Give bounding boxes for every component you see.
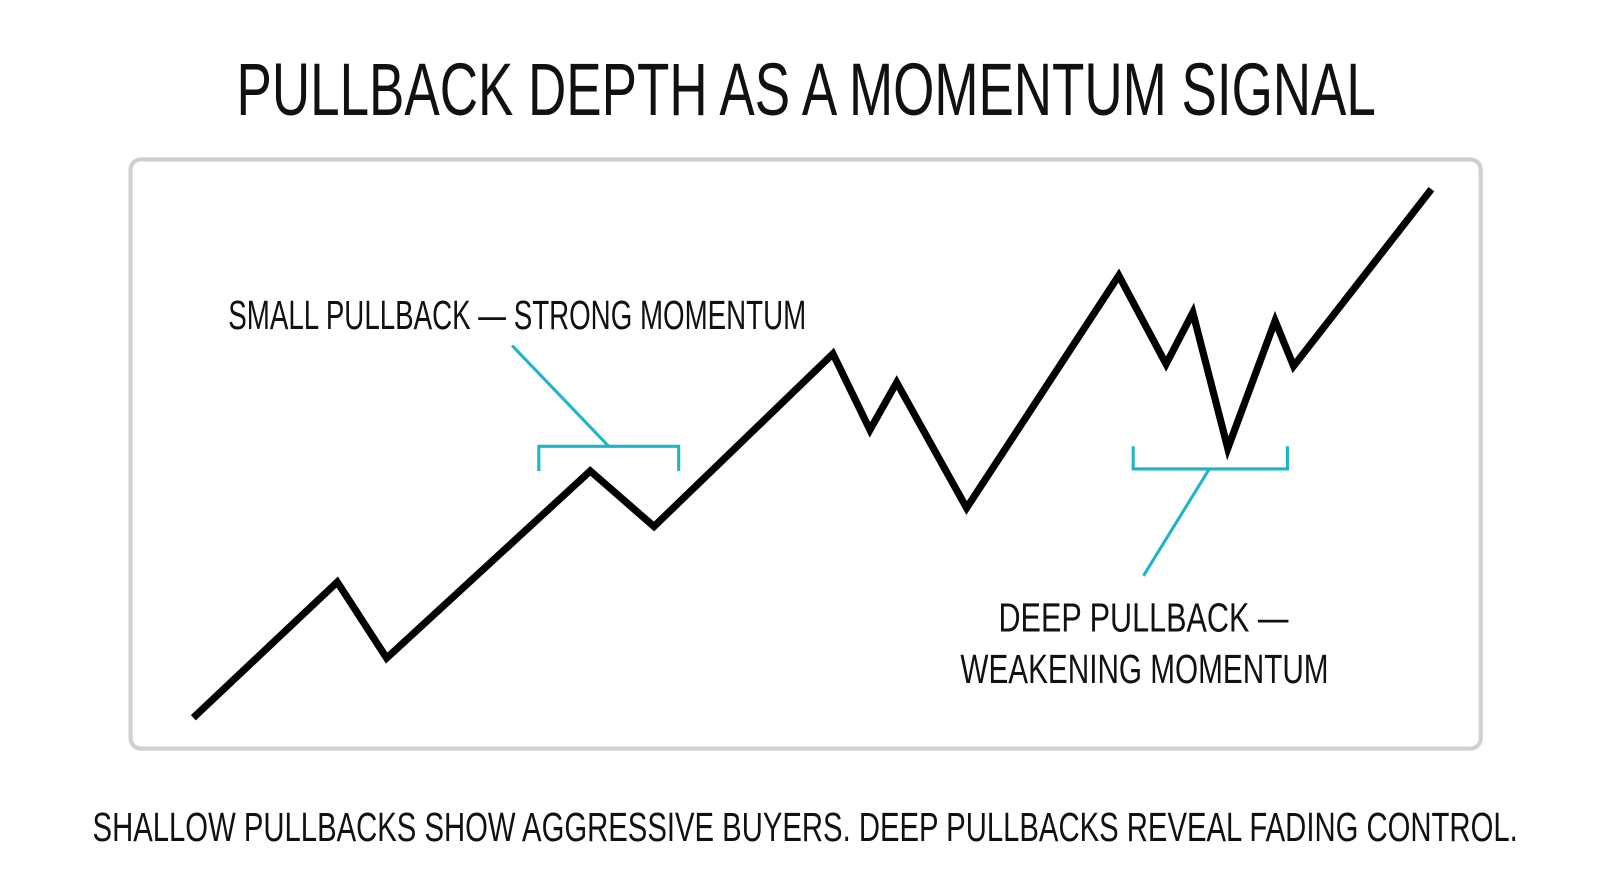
price-path [190,186,1435,721]
caption: SHALLOW PULLBACKS SHOW AGGRESSIVE BUYERS… [93,804,1518,850]
small-callout [510,344,681,471]
deep-callout [1131,446,1289,577]
annotation: WEAKENING MOMENTUM [960,646,1328,692]
title: PULLBACK DEPTH AS A MOMENTUM SIGNAL [237,48,1376,131]
annotation: DEEP PULLBACK — [998,594,1289,640]
frame [128,157,1483,751]
annotation: SMALL PULLBACK — STRONG MOMENTUM [228,292,806,338]
content: PULLBACK DEPTH AS A MOMENTUM SIGNAL SMAL… [93,48,1518,850]
